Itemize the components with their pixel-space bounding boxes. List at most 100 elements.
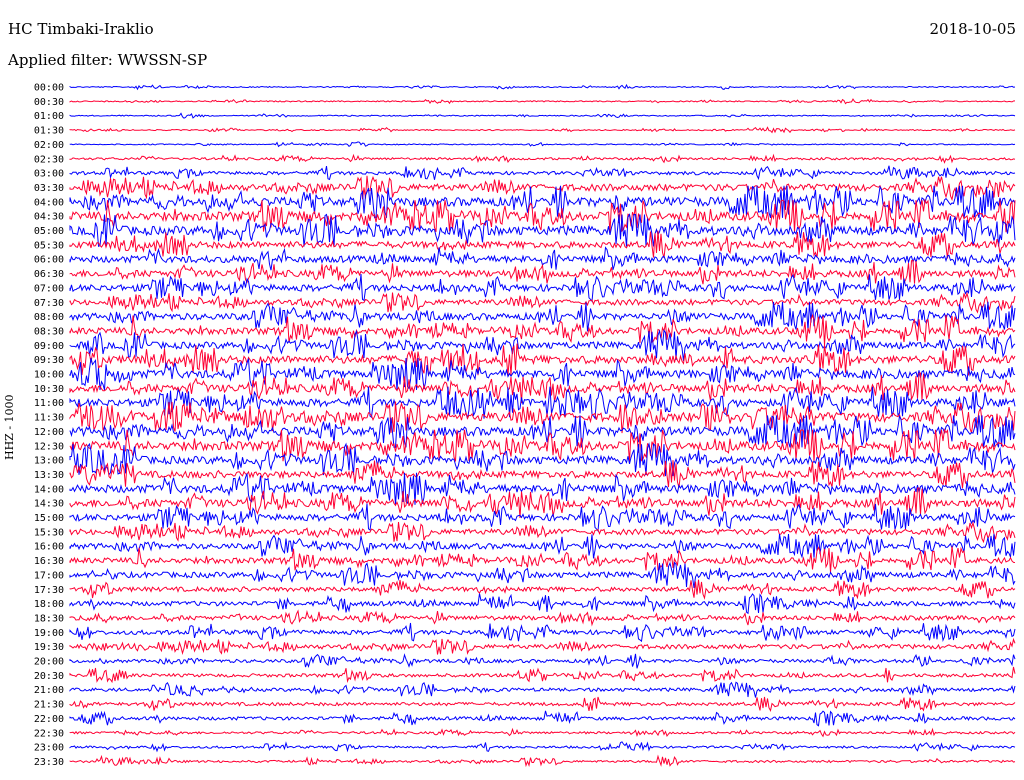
seismic-trace: [69, 126, 1016, 134]
hour-tick-label: 06:00: [34, 255, 64, 266]
seismic-trace: [69, 357, 1016, 391]
hour-tick-label: 01:00: [34, 111, 64, 122]
hour-tick-label: 16:00: [34, 542, 64, 553]
seismic-trace: [69, 741, 1016, 753]
seismic-trace: [69, 710, 1016, 727]
hour-tick-label: 05:30: [34, 240, 64, 251]
seismic-trace: [69, 291, 1016, 314]
hour-tick-label: 03:30: [34, 183, 64, 194]
hour-tick-label: 01:30: [34, 126, 64, 137]
hour-tick-label: 04:00: [34, 197, 64, 208]
hour-tick-label: 13:00: [34, 456, 64, 467]
seismic-trace: [69, 579, 1016, 600]
hour-tick-label: 16:30: [34, 556, 64, 567]
hour-tick-label: 06:30: [34, 269, 64, 280]
seismic-trace: [69, 442, 1016, 477]
seismic-trace: [69, 727, 1016, 738]
seismic-trace: [69, 561, 1016, 588]
hour-tick-label: 00:30: [34, 97, 64, 108]
seismic-trace: [69, 372, 1016, 404]
hour-tick-label: 03:00: [34, 169, 64, 180]
seismic-trace: [69, 301, 1016, 332]
hour-tick-label: 23:00: [34, 743, 64, 754]
hour-tick-label: 14:30: [34, 499, 64, 510]
seismic-trace: [69, 521, 1016, 544]
hour-tick-label: 13:30: [34, 470, 64, 481]
seismic-trace: [69, 696, 1016, 713]
hour-tick-label: 17:30: [34, 585, 64, 596]
seismic-trace: [69, 401, 1016, 434]
seismic-trace: [69, 681, 1016, 698]
hour-tick-label: 20:00: [34, 657, 64, 668]
seismic-trace: [69, 472, 1016, 505]
seismic-trace: [69, 754, 1016, 768]
seismic-trace: [69, 428, 1016, 462]
hour-tick-label: 04:30: [34, 212, 64, 223]
seismic-trace: [69, 83, 1016, 91]
record-date: 2018-10-05: [929, 20, 1016, 38]
hour-tick-label: 07:00: [34, 283, 64, 294]
hour-tick-label: 07:30: [34, 298, 64, 309]
hour-tick-label: 11:00: [34, 398, 64, 409]
seismic-trace: [69, 653, 1016, 669]
hour-tick-label: 23:30: [34, 757, 64, 768]
hour-tick-label: 22:00: [34, 714, 64, 725]
hour-tick-label: 11:30: [34, 413, 64, 424]
hour-tick-label: 05:00: [34, 226, 64, 237]
seismic-trace: [69, 112, 1016, 119]
seismic-trace: [69, 141, 1016, 148]
seismic-trace: [69, 414, 1016, 448]
seismic-trace: [69, 546, 1016, 573]
station-title: HC Timbaki-Iraklio: [8, 20, 154, 38]
seismic-trace: [69, 637, 1016, 655]
seismic-trace: [69, 165, 1016, 181]
seismic-trace: [69, 503, 1016, 533]
hour-tick-label: 10:00: [34, 370, 64, 381]
hour-tick-label: 12:30: [34, 441, 64, 452]
seismic-trace: [69, 622, 1016, 643]
hour-tick-label: 08:30: [34, 326, 64, 337]
seismic-trace: [69, 460, 1016, 489]
seismic-trace: [69, 487, 1016, 519]
seismic-trace: [69, 609, 1016, 627]
seismic-trace: [69, 259, 1016, 285]
hour-tick-label: 08:00: [34, 312, 64, 323]
seismic-trace: [69, 153, 1016, 164]
seismic-trace: [69, 213, 1016, 248]
hour-tick-label: 18:30: [34, 613, 64, 624]
hour-tick-label: 09:00: [34, 341, 64, 352]
hour-tick-label: 17:00: [34, 570, 64, 581]
hour-tick-label: 19:00: [34, 628, 64, 639]
seismic-trace: [69, 273, 1016, 303]
seismic-trace: [69, 175, 1016, 202]
hour-tick-label: 20:30: [34, 671, 64, 682]
seismic-trace: [69, 593, 1016, 615]
seismic-trace: [69, 98, 1016, 105]
seismic-trace: [69, 313, 1016, 346]
hour-tick-label: 10:30: [34, 384, 64, 395]
hour-tick-label: 00:00: [34, 83, 64, 94]
hour-tick-label: 15:30: [34, 527, 64, 538]
hour-tick-label: 12:00: [34, 427, 64, 438]
seismic-trace: [69, 230, 1016, 259]
seismic-trace: [69, 329, 1016, 361]
seismic-trace: [69, 246, 1016, 271]
hour-tick-label: 19:30: [34, 642, 64, 653]
hour-tick-label: 21:30: [34, 700, 64, 711]
seismic-trace: [69, 198, 1016, 233]
filter-label: Applied filter: WWSSN-SP: [8, 51, 208, 69]
seismic-trace: [69, 533, 1016, 559]
seismic-trace: [69, 666, 1016, 684]
seismic-trace: [69, 386, 1016, 420]
seismic-trace: [69, 343, 1016, 376]
hour-tick-label: 02:30: [34, 154, 64, 165]
hour-tick-label: 09:30: [34, 355, 64, 366]
hour-tick-label: 14:00: [34, 484, 64, 495]
hour-tick-label: 02:00: [34, 140, 64, 151]
seismic-trace: [69, 185, 1016, 219]
hour-tick-label: 22:30: [34, 728, 64, 739]
hour-tick-label: 18:00: [34, 599, 64, 610]
hour-tick-label: 15:00: [34, 513, 64, 524]
hour-tick-label: 21:00: [34, 685, 64, 696]
